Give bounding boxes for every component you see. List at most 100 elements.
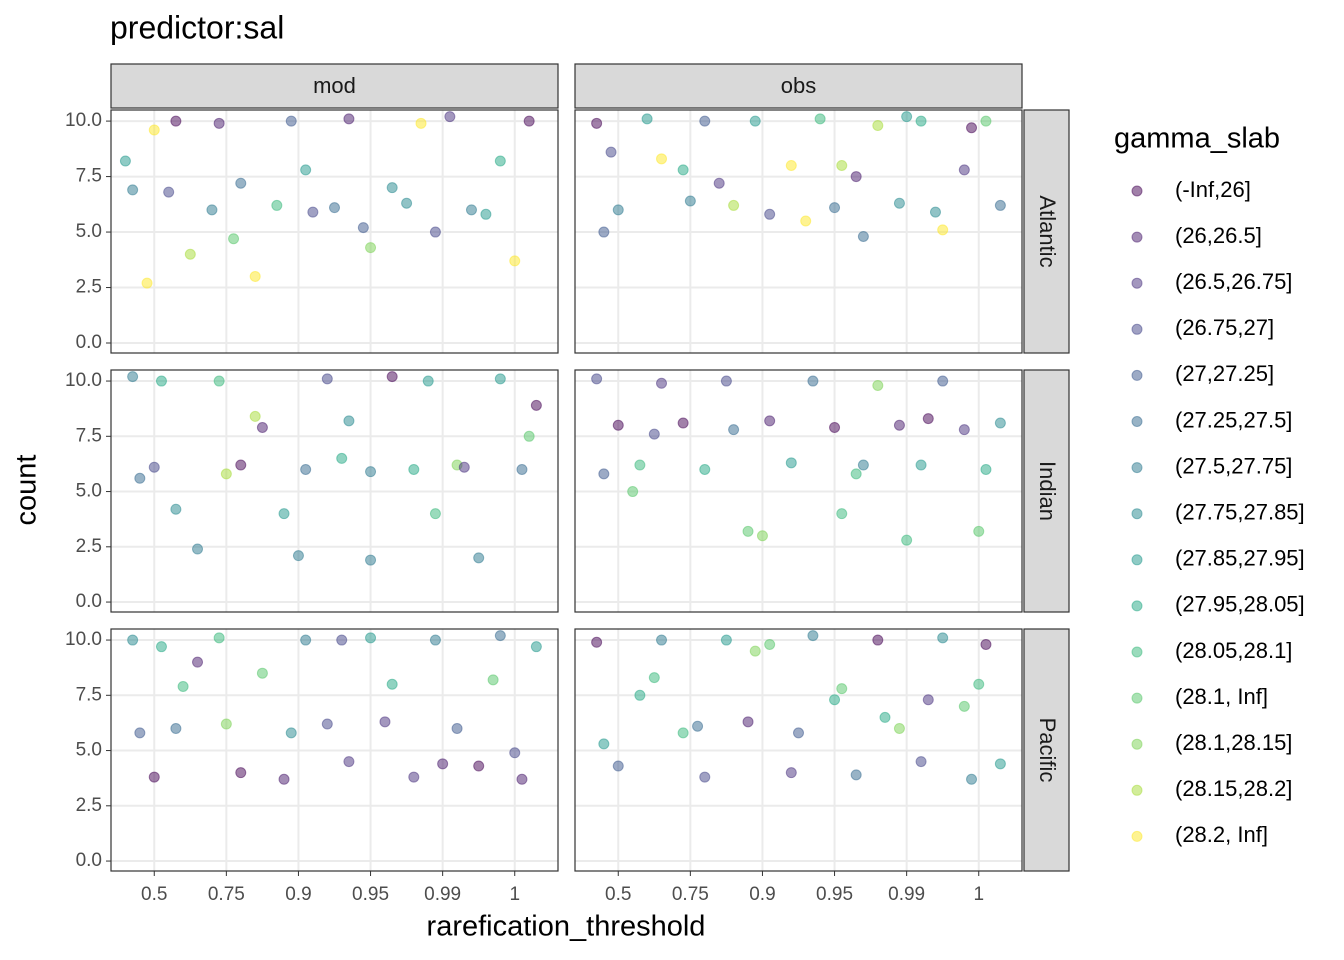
x-tick-label: 0.9 xyxy=(285,884,311,905)
point xyxy=(401,197,413,209)
point xyxy=(656,377,668,389)
point xyxy=(591,117,603,129)
point xyxy=(937,632,949,644)
point xyxy=(684,195,696,207)
legend-label: (-Inf,26] xyxy=(1175,177,1251,202)
point xyxy=(814,113,826,125)
point xyxy=(220,468,232,480)
x-tick-label: 0.75 xyxy=(208,884,245,905)
legend-swatch xyxy=(1131,323,1143,335)
point xyxy=(677,164,689,176)
point xyxy=(598,468,610,480)
y-tick-label: 10.0 xyxy=(65,370,102,391)
y-tick-label: 7.5 xyxy=(76,166,102,187)
point xyxy=(516,773,528,785)
point xyxy=(516,463,528,475)
point xyxy=(591,636,603,648)
legend-swatch xyxy=(1131,508,1143,520)
point xyxy=(850,769,862,781)
point xyxy=(365,466,377,478)
point xyxy=(749,645,761,657)
point xyxy=(329,202,340,214)
point xyxy=(365,242,377,254)
point xyxy=(148,771,160,783)
point xyxy=(850,171,862,183)
legend-label: (28.05,28.1] xyxy=(1175,638,1292,663)
point xyxy=(458,461,470,473)
point xyxy=(973,525,985,537)
legend-swatch xyxy=(1131,231,1143,243)
legend-swatch xyxy=(1131,416,1143,427)
point xyxy=(605,146,617,158)
point xyxy=(958,424,970,436)
point xyxy=(857,459,869,471)
point xyxy=(321,718,333,730)
panel-border xyxy=(574,109,1023,354)
point xyxy=(872,379,884,391)
point xyxy=(980,638,992,650)
point xyxy=(973,678,985,690)
strip-label: obs xyxy=(781,73,816,98)
y-tick-label: 2.5 xyxy=(76,795,102,816)
x-tick-label: 0.9 xyxy=(749,884,775,905)
point xyxy=(807,375,819,387)
point xyxy=(429,226,441,238)
point xyxy=(155,641,167,653)
point xyxy=(677,727,689,739)
legend-label: (26.75,27] xyxy=(1175,315,1274,340)
legend-swatch xyxy=(1131,462,1143,474)
legend-label: (27.25,27.5] xyxy=(1175,407,1292,432)
point xyxy=(494,630,506,642)
point xyxy=(677,417,689,429)
legend-swatch xyxy=(1131,554,1143,566)
strip xyxy=(1023,628,1070,872)
point xyxy=(256,421,268,433)
point xyxy=(134,472,146,484)
point xyxy=(386,678,398,690)
point xyxy=(321,373,333,385)
point xyxy=(494,155,506,167)
point xyxy=(648,428,660,440)
point xyxy=(793,727,804,739)
x-tick-label: 0.99 xyxy=(888,884,925,905)
point xyxy=(213,117,225,129)
point xyxy=(879,711,891,723)
point xyxy=(937,375,949,387)
point xyxy=(591,373,603,385)
point xyxy=(473,760,485,772)
point xyxy=(300,164,312,176)
point xyxy=(487,674,499,686)
point xyxy=(170,722,182,734)
point xyxy=(994,417,1006,429)
point xyxy=(357,222,369,234)
point xyxy=(994,199,1006,211)
point xyxy=(764,415,776,427)
point xyxy=(300,634,312,646)
point xyxy=(692,720,704,732)
y-tick-label: 10.0 xyxy=(65,629,102,650)
point xyxy=(720,634,732,646)
point xyxy=(429,634,441,646)
point xyxy=(429,508,441,520)
point xyxy=(278,508,290,520)
point xyxy=(249,410,261,422)
point xyxy=(343,113,355,125)
point xyxy=(634,459,646,471)
point xyxy=(648,672,660,684)
point xyxy=(699,115,711,127)
point xyxy=(343,756,355,768)
point xyxy=(699,771,711,783)
point xyxy=(720,375,732,387)
legend-label: (27.75,27.85] xyxy=(1175,500,1305,525)
point xyxy=(612,204,624,216)
point xyxy=(386,182,398,194)
point xyxy=(785,159,797,171)
point xyxy=(966,122,978,134)
panel-border xyxy=(110,109,559,354)
point xyxy=(386,371,398,383)
point xyxy=(829,202,841,214)
point xyxy=(249,270,261,282)
point xyxy=(271,199,283,211)
